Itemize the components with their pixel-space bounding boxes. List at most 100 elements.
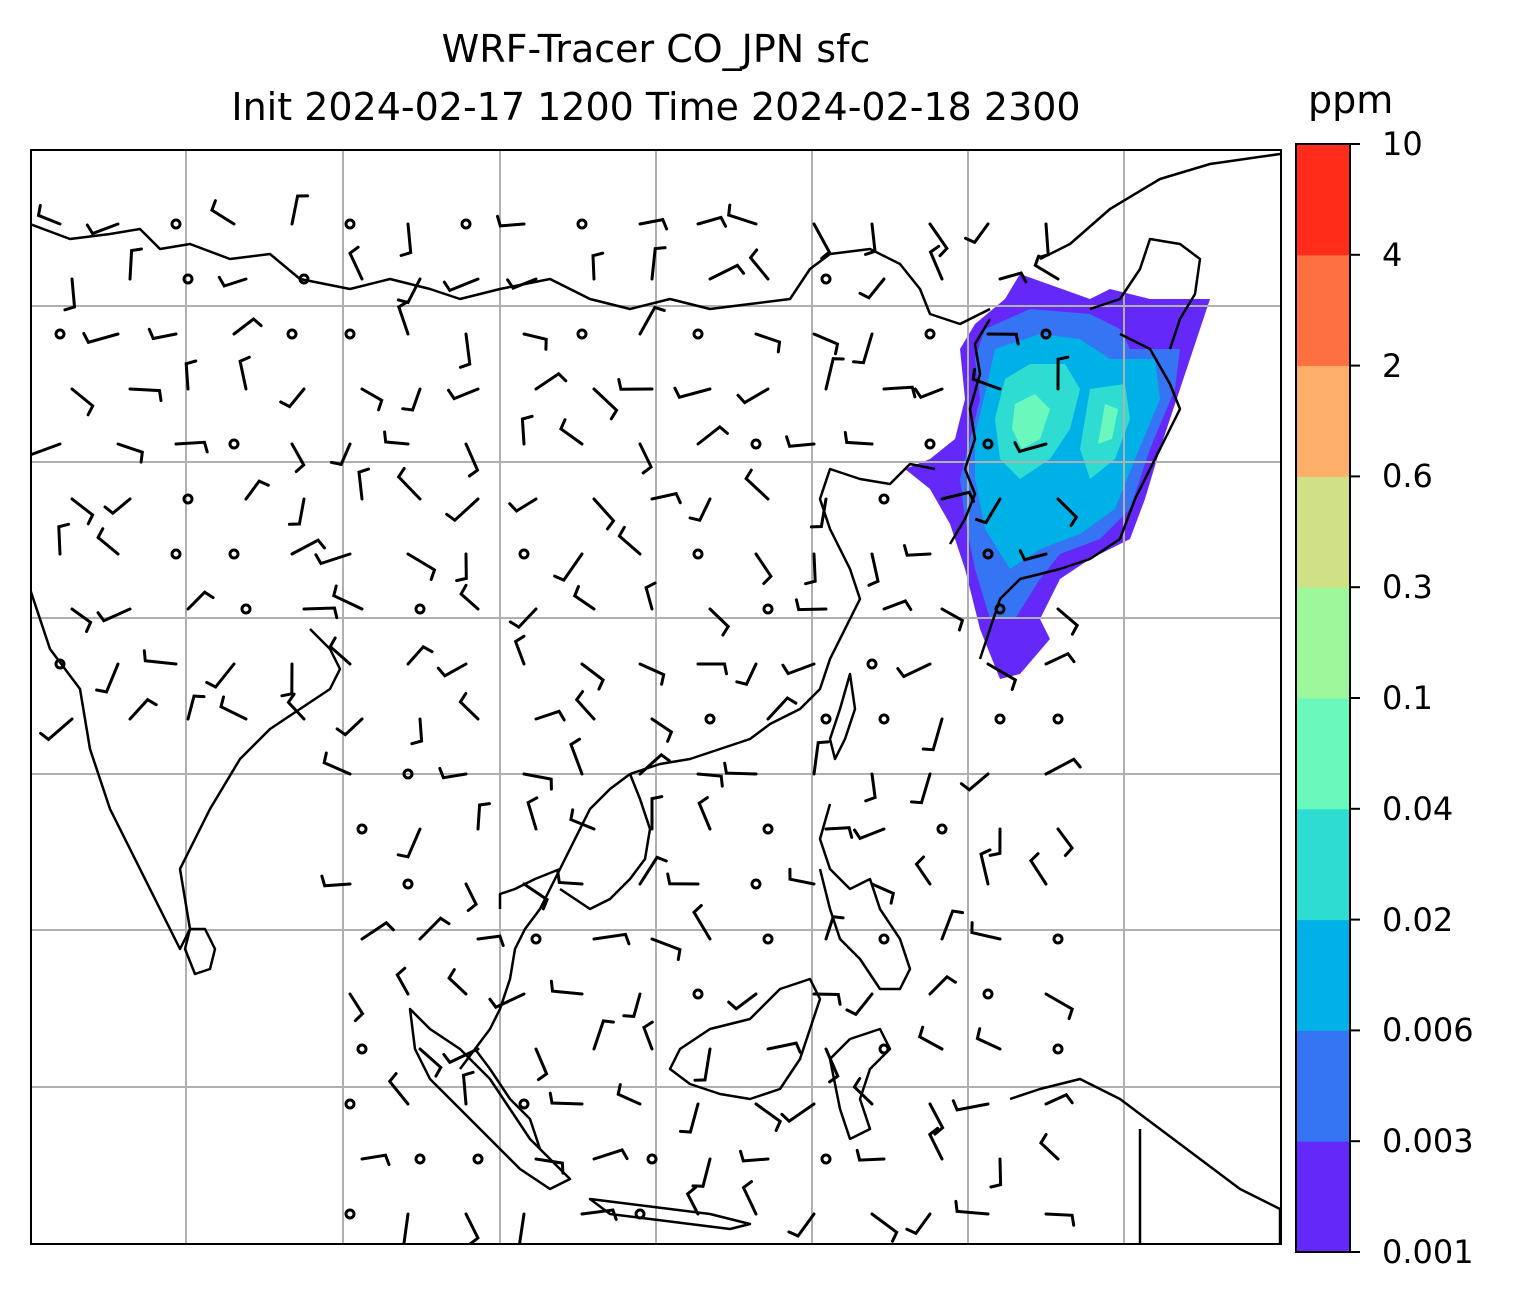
wind-barb <box>708 263 746 281</box>
wind-barb <box>696 772 724 788</box>
coastline-japan-honshu <box>978 332 1182 660</box>
colorbar-band-6 <box>1296 587 1350 699</box>
wind-barb <box>392 1212 410 1245</box>
calm-wind-marker <box>878 1043 890 1055</box>
wind-barb <box>142 649 178 666</box>
wind-barb <box>184 359 198 391</box>
wind-barb <box>70 387 95 417</box>
wind-barb <box>1018 549 1048 562</box>
wind-barb <box>1056 497 1079 528</box>
colorbar-tick-label: 4 <box>1382 235 1403 274</box>
wind-barb <box>852 332 874 365</box>
wind-barb <box>1044 757 1082 776</box>
wind-barb <box>406 552 437 581</box>
wind-barb <box>913 387 944 400</box>
wind-barb <box>508 1212 526 1245</box>
wind-barb <box>476 802 491 831</box>
wind-barb <box>287 497 306 526</box>
calm-wind-marker <box>762 933 774 945</box>
wind-barb <box>696 662 728 676</box>
calm-wind-marker <box>228 548 240 560</box>
wind-barb <box>882 385 917 399</box>
calm-wind-marker <box>1040 328 1052 340</box>
wind-barb <box>438 766 468 780</box>
wind-barb <box>723 761 758 776</box>
wind-barb <box>1044 651 1076 666</box>
wind-barb <box>638 752 671 776</box>
wind-barb <box>975 1027 1002 1051</box>
wind-barb <box>744 468 770 501</box>
coastline-border-north <box>30 222 991 326</box>
coastline-philippines <box>818 803 912 991</box>
wind-barb <box>458 332 472 369</box>
wind-barb <box>650 246 667 281</box>
wind-barb <box>824 826 854 839</box>
calm-wind-marker <box>878 933 890 945</box>
calm-wind-marker <box>878 493 890 505</box>
wind-barb <box>940 490 976 503</box>
calm-wind-marker <box>344 1208 356 1220</box>
wind-barb <box>812 332 840 356</box>
wind-barb <box>708 607 731 637</box>
wind-barb <box>556 871 584 886</box>
wind-barb <box>693 1047 712 1082</box>
calm-wind-marker <box>982 438 994 450</box>
calm-wind-marker <box>982 548 994 560</box>
wind-barb <box>534 371 568 391</box>
coastline-sulawesi <box>828 1027 892 1141</box>
coastline-indochina <box>459 773 631 1070</box>
gridlines <box>30 149 1282 1245</box>
wind-barb <box>642 1020 654 1051</box>
wind-barb <box>739 1149 770 1163</box>
wind-barb <box>464 1212 480 1245</box>
wind-barb <box>436 662 468 678</box>
colorbar-band-10 <box>1296 144 1350 256</box>
wind-barb <box>442 1047 480 1065</box>
wind-barb <box>666 872 700 886</box>
wind-barb <box>954 1199 990 1216</box>
wind-barb <box>766 696 798 721</box>
calm-wind-marker <box>344 328 356 340</box>
map-frame <box>30 149 1282 1245</box>
wind-barb <box>360 1153 391 1167</box>
calm-wind-marker <box>924 438 936 450</box>
calm-wind-marker <box>634 1208 646 1220</box>
wind-barb <box>328 636 352 666</box>
wind-barb <box>39 717 74 742</box>
coastline-srilanka <box>183 927 217 976</box>
calm-wind-marker <box>692 328 704 340</box>
wind-barb <box>824 357 845 391</box>
calm-wind-marker <box>762 603 774 615</box>
wind-barb <box>780 1102 816 1124</box>
wind-barb <box>1044 1092 1074 1106</box>
wind-barb <box>678 1102 700 1134</box>
calm-wind-marker <box>170 218 182 230</box>
wind-barb <box>864 222 877 256</box>
colorbar-band-7 <box>1296 476 1350 588</box>
wind-barb <box>396 827 422 859</box>
calm-wind-marker <box>576 328 588 340</box>
wind-barb <box>864 772 877 803</box>
calm-wind-marker <box>1052 713 1064 725</box>
wind-barb <box>766 1041 802 1054</box>
wind-barb <box>534 1047 549 1082</box>
wind-barb <box>855 1148 886 1162</box>
coastline-northeast <box>1039 152 1281 261</box>
wind-barb <box>736 387 770 405</box>
wind-barb <box>905 1212 932 1236</box>
coastline-malaysia <box>474 1048 542 1150</box>
wind-barb <box>970 921 1002 941</box>
calm-wind-marker <box>472 1153 484 1165</box>
wind-barb <box>332 584 364 611</box>
coastline-taiwan <box>828 672 857 761</box>
wind-barb <box>447 387 480 401</box>
wind-barb <box>30 442 62 457</box>
calm-wind-marker <box>518 548 530 560</box>
wind-barb <box>927 1126 944 1161</box>
wind-barb <box>488 992 526 1010</box>
wind-barb <box>852 1077 874 1106</box>
wind-barb <box>1028 852 1048 886</box>
colorbar <box>1295 143 1360 1253</box>
wind-barb <box>395 966 410 996</box>
wind-barb <box>302 606 339 620</box>
